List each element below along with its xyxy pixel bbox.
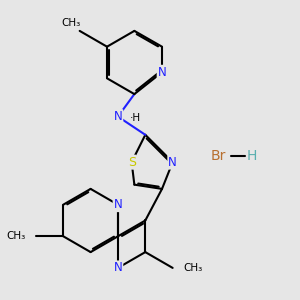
Text: S: S <box>128 156 136 169</box>
Text: CH₃: CH₃ <box>61 18 80 28</box>
Text: ·H: ·H <box>130 113 141 123</box>
Text: CH₃: CH₃ <box>183 263 202 273</box>
Text: Br: Br <box>211 149 226 163</box>
Text: N: N <box>168 156 177 169</box>
Text: H: H <box>247 149 257 163</box>
Text: N: N <box>158 66 166 79</box>
Text: CH₃: CH₃ <box>6 231 25 241</box>
Text: N: N <box>114 198 122 211</box>
Text: N: N <box>114 110 122 123</box>
Text: N: N <box>114 261 122 274</box>
